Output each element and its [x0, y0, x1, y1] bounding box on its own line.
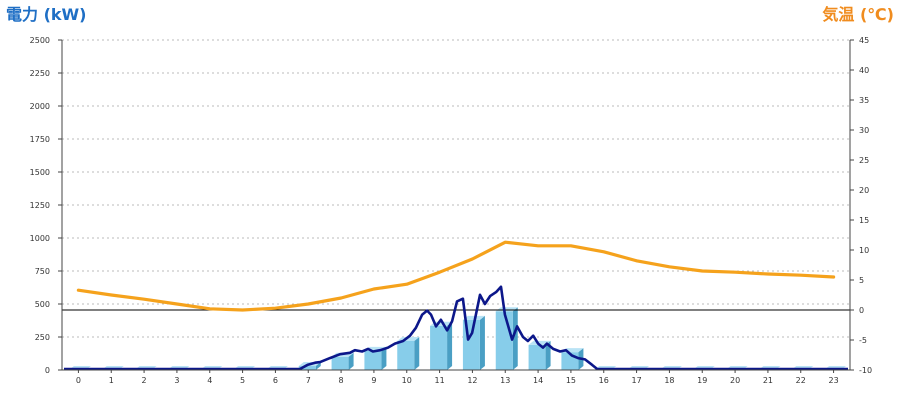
right-tick-label: 10 — [859, 246, 869, 255]
left-tick-label: 2500 — [30, 36, 50, 45]
bar-front — [331, 356, 349, 370]
right-tick-label: 25 — [859, 156, 869, 165]
x-tick-label: 7 — [306, 376, 311, 385]
x-tick-label: 20 — [730, 376, 740, 385]
bar-side — [414, 336, 420, 370]
x-tick-label: 23 — [828, 376, 838, 385]
left-tick-label: 2250 — [30, 69, 50, 78]
x-tick-label: 6 — [273, 376, 278, 385]
left-tick-label: 750 — [35, 267, 50, 276]
x-tick-label: 10 — [402, 376, 412, 385]
right-axis-ticks: -10 -5 0 5 10 15 20 25 30 35 40 45 — [850, 36, 872, 375]
left-tick-label: 250 — [35, 333, 50, 342]
bar-13 — [495, 307, 518, 370]
left-axis-ticks: 0 250 500 750 1000 1250 1500 1750 2000 2250 2500 — [30, 36, 62, 375]
right-tick-label: 15 — [859, 216, 869, 225]
bar-front — [528, 344, 546, 370]
x-tick-label: 17 — [631, 376, 641, 385]
temperature-line — [76, 240, 836, 312]
bar-side — [447, 321, 453, 370]
bar-side — [381, 346, 387, 370]
left-tick-label: 500 — [35, 300, 50, 309]
bar-front — [298, 366, 316, 370]
left-tick-label: 1000 — [30, 234, 50, 243]
left-tick-label: 0 — [45, 366, 50, 375]
axes — [61, 40, 851, 371]
bar-series — [68, 307, 847, 370]
bar-10 — [397, 336, 420, 370]
bar-side — [479, 315, 485, 370]
bar-side — [315, 362, 321, 370]
x-tick-label: 13 — [500, 376, 510, 385]
left-tick-label: 1500 — [30, 168, 50, 177]
right-tick-label: 20 — [859, 186, 869, 195]
right-tick-label: 5 — [859, 276, 864, 285]
right-axis-title: 気温 (℃) — [822, 5, 894, 24]
right-tick-label: 40 — [859, 66, 869, 75]
x-tick-label: 4 — [207, 376, 212, 385]
left-tick-label: 2000 — [30, 102, 50, 111]
x-tick-label: 3 — [174, 376, 179, 385]
x-tick-label: 21 — [763, 376, 773, 385]
x-tick-label: 12 — [467, 376, 477, 385]
x-tick-label: 8 — [339, 376, 344, 385]
bar-front — [364, 350, 382, 370]
right-tick-label: -10 — [859, 366, 872, 375]
bar-side — [348, 352, 354, 370]
gridlines — [62, 39, 850, 338]
bar-side — [545, 340, 551, 370]
bar-front — [397, 340, 415, 370]
left-axis-title: 電力 (kW) — [6, 5, 87, 24]
bar-front — [495, 311, 513, 370]
x-tick-label: 19 — [697, 376, 707, 385]
x-tick-label: 0 — [76, 376, 81, 385]
x-tick-label: 1 — [109, 376, 114, 385]
x-tick-label: 18 — [664, 376, 674, 385]
left-tick-label: 1750 — [30, 135, 50, 144]
left-tick-label: 1250 — [30, 201, 50, 210]
bar-9 — [364, 346, 387, 370]
x-tick-label: 11 — [434, 376, 444, 385]
right-tick-label: 35 — [859, 96, 869, 105]
right-tick-label: -5 — [859, 336, 867, 345]
right-tick-label: 30 — [859, 126, 869, 135]
x-tick-label: 14 — [533, 376, 543, 385]
x-tick-label: 22 — [796, 376, 806, 385]
x-tick-label: 16 — [599, 376, 609, 385]
x-tick-label: 9 — [371, 376, 376, 385]
x-axis-ticks: 0 1 2 3 4 5 6 7 8 9 10 11 12 13 14 15 16 17 18 19 20 21 22 23 — [76, 370, 839, 385]
power-line — [64, 285, 848, 371]
x-tick-label: 2 — [142, 376, 147, 385]
bar-side — [512, 307, 518, 370]
right-tick-label: 45 — [859, 36, 869, 45]
right-tick-label: 0 — [859, 306, 864, 315]
bar-front — [430, 325, 448, 370]
x-tick-label: 5 — [240, 376, 245, 385]
x-tick-label: 15 — [566, 376, 576, 385]
